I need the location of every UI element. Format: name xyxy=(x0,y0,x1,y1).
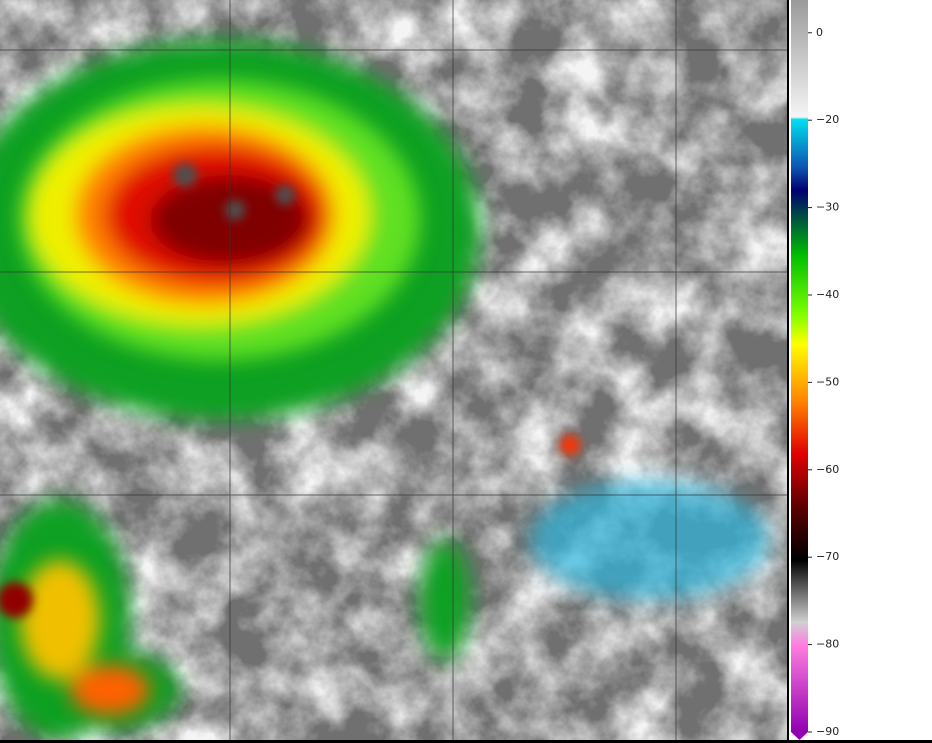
tick-label: −90 xyxy=(816,725,839,738)
tick-label: 0 xyxy=(816,26,823,39)
tick-label: −60 xyxy=(816,463,839,476)
satellite-image xyxy=(0,0,787,740)
tick-label: −40 xyxy=(816,288,839,301)
tick-label: −50 xyxy=(816,375,839,388)
tick-label: −30 xyxy=(816,201,839,214)
colorbar xyxy=(791,0,808,732)
colorbar-extend xyxy=(791,732,808,740)
tick-label: −80 xyxy=(816,638,839,651)
tick-label: −20 xyxy=(816,113,839,126)
tick-label: −70 xyxy=(816,550,839,563)
